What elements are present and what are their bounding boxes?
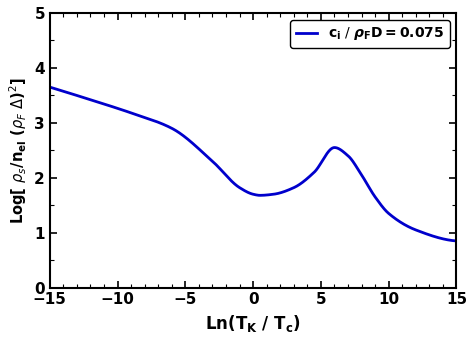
Legend: $\mathbf{c_i}$ / $\boldsymbol{\rho}_\mathbf{F}$$\mathbf{D = 0.075}$: $\mathbf{c_i}$ / $\boldsymbol{\rho}_\mat… — [290, 20, 449, 48]
Y-axis label: Log[ $\rho_s$/n$_\mathregular{el}$ ($\rho_F$ $\Delta$)$^2$]: Log[ $\rho_s$/n$_\mathregular{el}$ ($\rh… — [7, 77, 28, 224]
X-axis label: Ln(T$_\mathregular{K}$ / T$_\mathregular{c}$): Ln(T$_\mathregular{K}$ / T$_\mathregular… — [205, 313, 301, 334]
